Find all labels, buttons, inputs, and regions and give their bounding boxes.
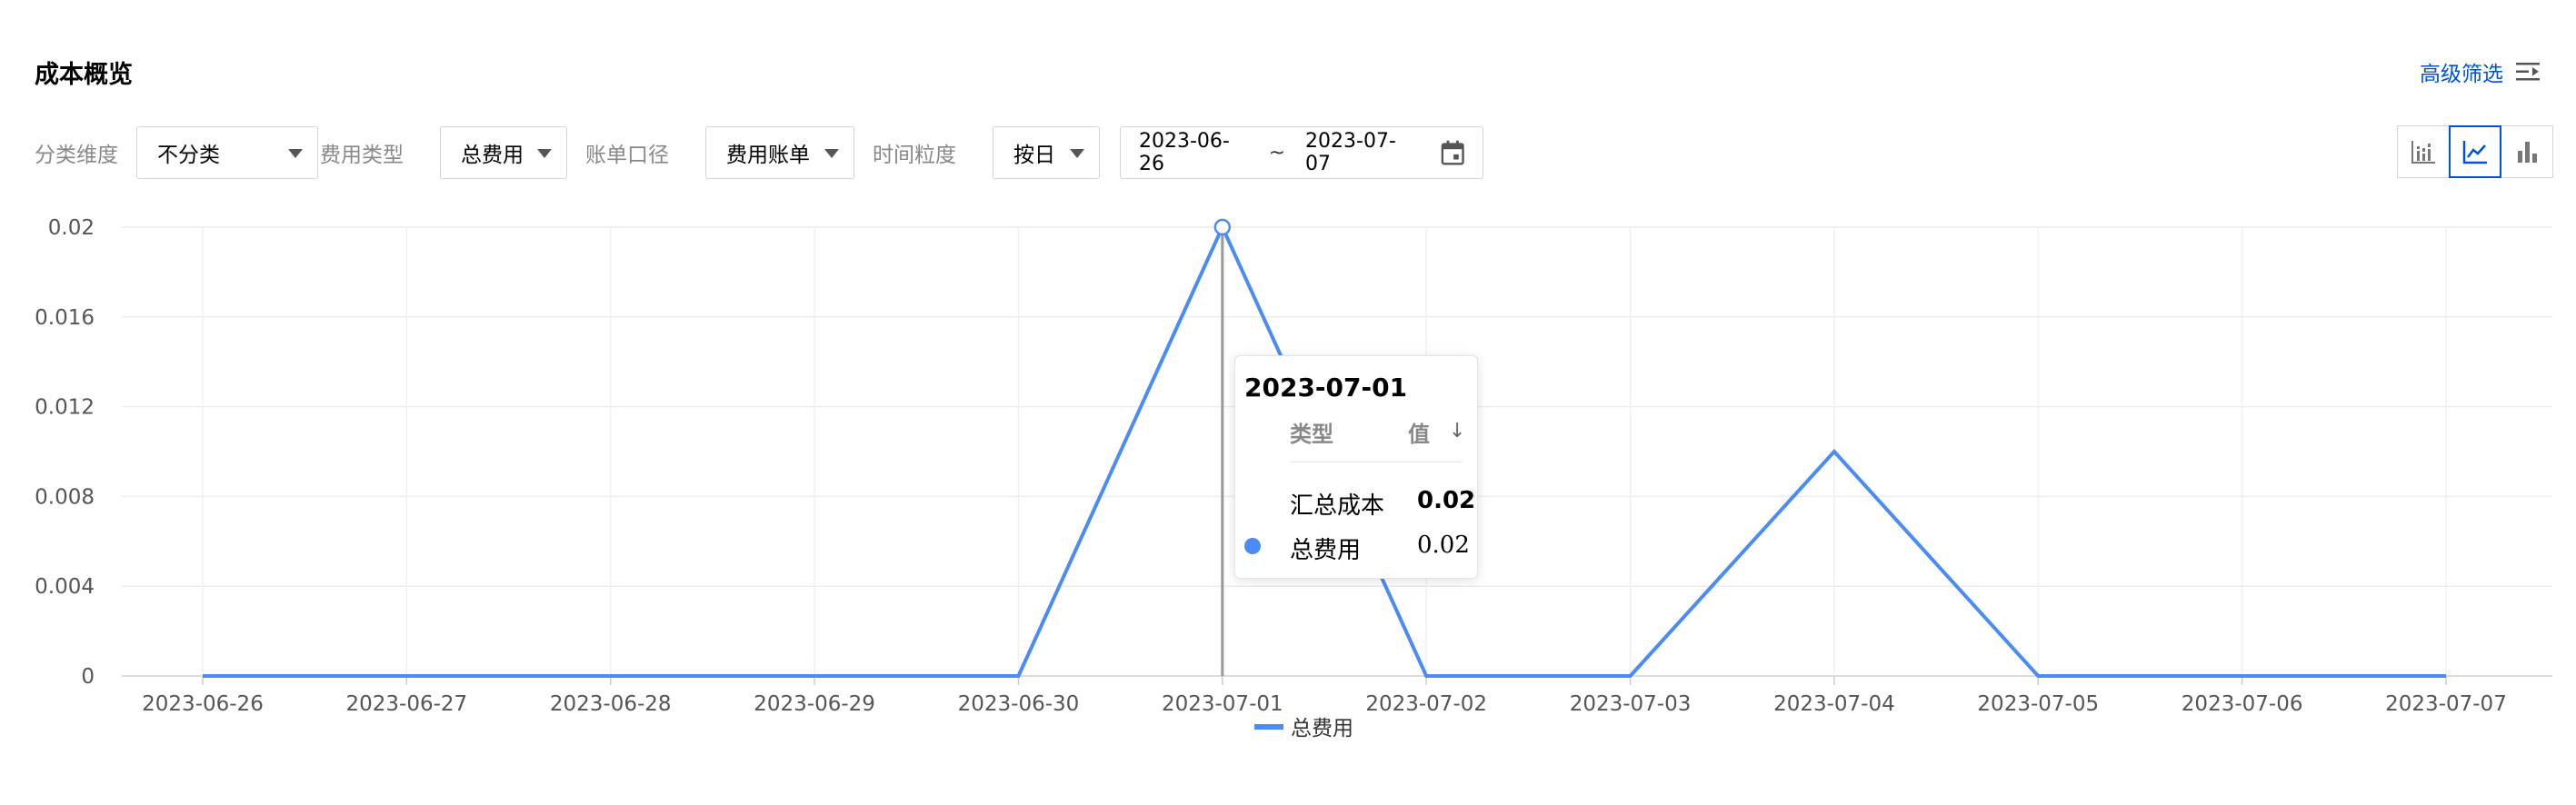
advanced-filter-button[interactable]: 高级筛选 bbox=[2420, 56, 2541, 87]
legend-label: 总费用 bbox=[1291, 717, 1353, 740]
x-tick-label: 2023-06-29 bbox=[754, 692, 875, 716]
stacked-bar-view-button[interactable] bbox=[2397, 125, 2450, 178]
bill-basis-label: 账单口径 bbox=[585, 144, 669, 167]
fee-type-label: 费用类型 bbox=[320, 144, 404, 167]
bar-chart-icon bbox=[2518, 142, 2537, 163]
y-tick-label: 0.016 bbox=[35, 306, 95, 330]
data-point bbox=[1213, 218, 1232, 236]
tooltip-row-value: 0.02 bbox=[1417, 532, 1470, 559]
tooltip-col-value[interactable]: 值 bbox=[1408, 422, 1430, 447]
stacked-bar-icon bbox=[2411, 141, 2435, 164]
date-end: 2023-07-07 bbox=[1305, 130, 1396, 175]
chart-type-toggle bbox=[2397, 125, 2553, 178]
y-tick-label: 0.008 bbox=[35, 485, 95, 509]
filter-list-icon bbox=[2516, 63, 2540, 81]
chevron-down-icon bbox=[1070, 149, 1084, 158]
bill-basis-select[interactable]: 费用账单 bbox=[705, 126, 854, 179]
legend-swatch bbox=[1254, 724, 1283, 730]
page-title: 成本概览 bbox=[35, 61, 133, 89]
x-tick-label: 2023-07-05 bbox=[1977, 692, 2099, 716]
tooltip-col-type: 类型 bbox=[1290, 422, 1333, 447]
granularity-select-value: 按日 bbox=[1013, 144, 1055, 167]
tooltip-row-name: 汇总成本 bbox=[1290, 492, 1385, 520]
x-tick-label: 2023-07-04 bbox=[1773, 692, 1895, 716]
date-range-picker[interactable]: 2023-06-26 ~ 2023-07-07 bbox=[1120, 126, 1483, 179]
sort-arrow-icon[interactable]: ↓ bbox=[1449, 420, 1466, 442]
date-start: 2023-06-26 bbox=[1139, 130, 1230, 175]
advanced-filter-label: 高级筛选 bbox=[2420, 63, 2503, 86]
fee-type-select-value: 总费用 bbox=[461, 144, 524, 167]
y-tick-label: 0.004 bbox=[35, 575, 95, 599]
x-tick-label: 2023-06-26 bbox=[142, 692, 264, 716]
x-tick-label: 2023-07-07 bbox=[2385, 692, 2507, 716]
x-tick-label: 2023-07-01 bbox=[1162, 692, 1283, 716]
x-tick-label: 2023-06-30 bbox=[958, 692, 1080, 716]
chevron-down-icon bbox=[288, 149, 303, 158]
date-separator: ~ bbox=[1268, 141, 1286, 164]
y-tick-label: 0.012 bbox=[35, 396, 95, 420]
fee-type-select[interactable]: 总费用 bbox=[440, 126, 567, 179]
bar-chart-view-button[interactable] bbox=[2501, 125, 2553, 178]
y-tick-label: 0.02 bbox=[48, 216, 95, 240]
x-tick-label: 2023-07-02 bbox=[1365, 692, 1487, 716]
granularity-select[interactable]: 按日 bbox=[993, 126, 1100, 179]
filter-bar: 分类维度 不分类 费用类型 总费用 账单口径 费用账单 时间粒度 按日 2023… bbox=[35, 125, 1483, 180]
chevron-down-icon bbox=[537, 149, 552, 158]
x-tick-label: 2023-06-28 bbox=[550, 692, 672, 716]
tooltip-row-value: 0.02 bbox=[1417, 487, 1476, 514]
y-tick-label: 0 bbox=[81, 665, 95, 689]
line-chart-icon bbox=[2462, 141, 2487, 164]
chevron-down-icon bbox=[824, 149, 839, 158]
category-select-value: 不分类 bbox=[157, 144, 220, 167]
tooltip-date: 2023-07-01 bbox=[1244, 373, 1408, 402]
x-tick-label: 2023-07-06 bbox=[2182, 692, 2303, 716]
line-chart-view-button[interactable] bbox=[2449, 125, 2501, 178]
x-tick-label: 2023-06-27 bbox=[346, 692, 468, 716]
chart-tooltip: 2023-07-01 类型 值 ↓ 汇总成本 0.02 总费用 0.02 bbox=[1234, 355, 1478, 579]
granularity-label: 时间粒度 bbox=[873, 144, 956, 167]
calendar-icon bbox=[1441, 140, 1464, 165]
tooltip-row-name: 总费用 bbox=[1290, 537, 1362, 564]
category-label: 分类维度 bbox=[35, 144, 118, 167]
category-select[interactable]: 不分类 bbox=[136, 126, 318, 179]
bill-basis-select-value: 费用账单 bbox=[726, 144, 810, 167]
series-dot-icon bbox=[1244, 538, 1261, 554]
x-tick-label: 2023-07-03 bbox=[1570, 692, 1692, 716]
